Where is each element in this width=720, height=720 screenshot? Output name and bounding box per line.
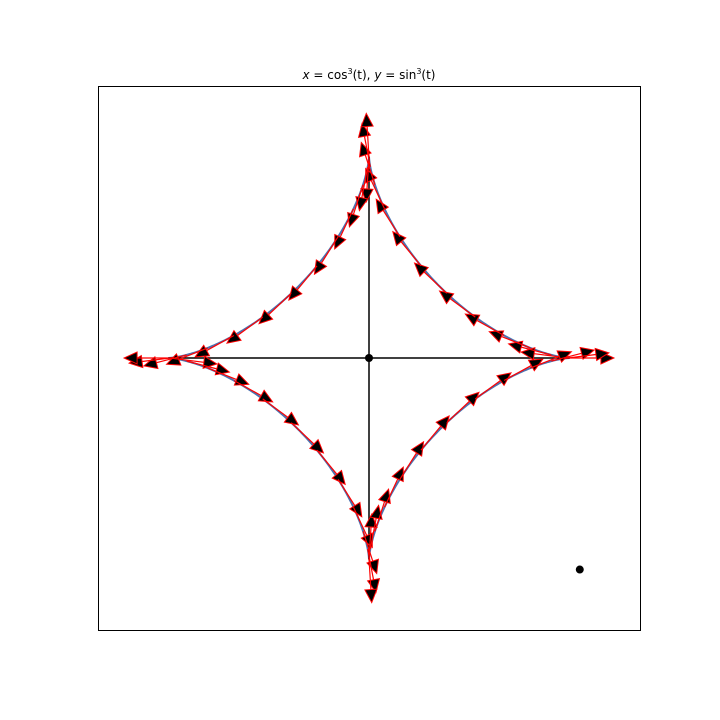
tangent-arrow-shaft-48: [551, 352, 582, 362]
tangent-arrow-shaft-18: [296, 265, 318, 291]
tangent-arrow-shaft-39: [369, 518, 377, 550]
tangent-arrow-shaft-37: [368, 558, 372, 590]
tangent-arrow-head-14: [355, 196, 369, 212]
tangent-arrow-shaft-13: [366, 157, 370, 190]
tangent-arrow-shaft-14: [361, 166, 369, 198]
tangent-arrow-shaft-21: [206, 334, 235, 352]
tangent-arrow-shaft-12: [366, 126, 370, 158]
tangent-arrow-head-31: [308, 438, 325, 454]
title-y-func: sin: [399, 68, 416, 82]
tangent-arrow-shaft-42: [399, 452, 418, 480]
tangent-arrow-shaft-38: [368, 526, 372, 559]
tangent-arrow-head-38: [364, 512, 378, 528]
tangent-arrow-shaft-46: [503, 364, 532, 382]
title-x-var: x: [302, 68, 311, 82]
tangent-arrow-shaft-40: [374, 501, 386, 532]
tangent-arrow-shaft-23: [156, 354, 187, 364]
tangent-arrow-head-12: [360, 112, 374, 128]
tangent-arrow-shaft-35: [362, 531, 374, 562]
tangent-arrow-head-43: [435, 415, 450, 431]
tangent-arrow-shaft-9: [370, 180, 386, 209]
tangent-arrow-shaft-16: [339, 208, 355, 238]
tangent-arrow-head-18: [288, 285, 303, 301]
tangent-arrow-shaft-27: [186, 360, 217, 370]
tangent-arrow-shaft-31: [290, 422, 315, 445]
tangent-arrow-head-49: [594, 347, 611, 362]
tangent-arrow-shaft-6: [423, 271, 448, 294]
tangent-arrow-shaft-22: [178, 347, 208, 361]
tangent-arrow-shaft-28: [207, 367, 237, 381]
tangent-arrow-head-37: [364, 588, 378, 604]
tangent-arrow-shaft-17: [320, 236, 339, 264]
tangent-arrow-head-13: [360, 188, 374, 204]
tangent-arrow-shaft-4: [476, 319, 505, 336]
tangent-arrow-shaft-19: [268, 292, 292, 316]
tangent-arrow-shaft-43: [420, 425, 442, 451]
title-y-power: 3: [416, 67, 421, 76]
scatter-point-0: [365, 354, 373, 362]
tangent-arrow-shaft-26: [172, 357, 204, 363]
tangent-arrow-shaft-7: [400, 241, 422, 267]
tangent-arrow-head-39: [369, 504, 383, 520]
tangent-arrow-shaft-29: [233, 380, 262, 397]
axes-frame: [98, 86, 641, 631]
title-y-arg: (t): [421, 68, 435, 82]
tangent-arrow-shaft-2: [521, 346, 552, 356]
tangent-arrow-shaft-47: [530, 355, 560, 369]
chart-title: x = cos3(t), y = sin3(t): [302, 67, 436, 82]
tangent-arrow-shaft-3: [501, 335, 531, 349]
tangent-arrow-shaft-33: [337, 478, 356, 507]
tangent-arrow-shaft-45: [474, 380, 501, 400]
title-x-arg: (t): [353, 68, 367, 82]
tangent-arrow-shaft-15: [352, 184, 364, 215]
tangent-arrow-shaft-32: [316, 449, 338, 475]
title-x-func: cos: [327, 68, 347, 82]
title-y-var: y: [373, 68, 382, 82]
tangent-arrow-shaft-10: [364, 154, 376, 185]
tangent-arrow-shaft-34: [352, 507, 368, 536]
tangent-arrow-shaft-36: [367, 548, 375, 580]
title-x-power: 3: [348, 67, 353, 76]
tangent-arrow-head-26: [202, 355, 218, 369]
tangent-arrow-shaft-11: [363, 136, 371, 168]
tangent-arrow-head-1: [520, 347, 536, 361]
tangent-arrow-shaft-30: [262, 398, 289, 418]
tangent-arrow-head-6: [413, 262, 430, 278]
tangent-arrow-head-25: [122, 351, 138, 365]
tangent-arrow-shaft-44: [446, 400, 470, 424]
tangent-arrow-shaft-5: [449, 298, 476, 318]
plot-area: [122, 112, 616, 604]
scatter-point-1: [575, 565, 584, 574]
tangent-arrow-shaft-49: [564, 353, 597, 359]
tangent-arrow-shaft-20: [237, 316, 264, 336]
tangent-arrow-shaft-8: [382, 209, 401, 238]
tangent-arrow-shaft-41: [383, 478, 399, 508]
